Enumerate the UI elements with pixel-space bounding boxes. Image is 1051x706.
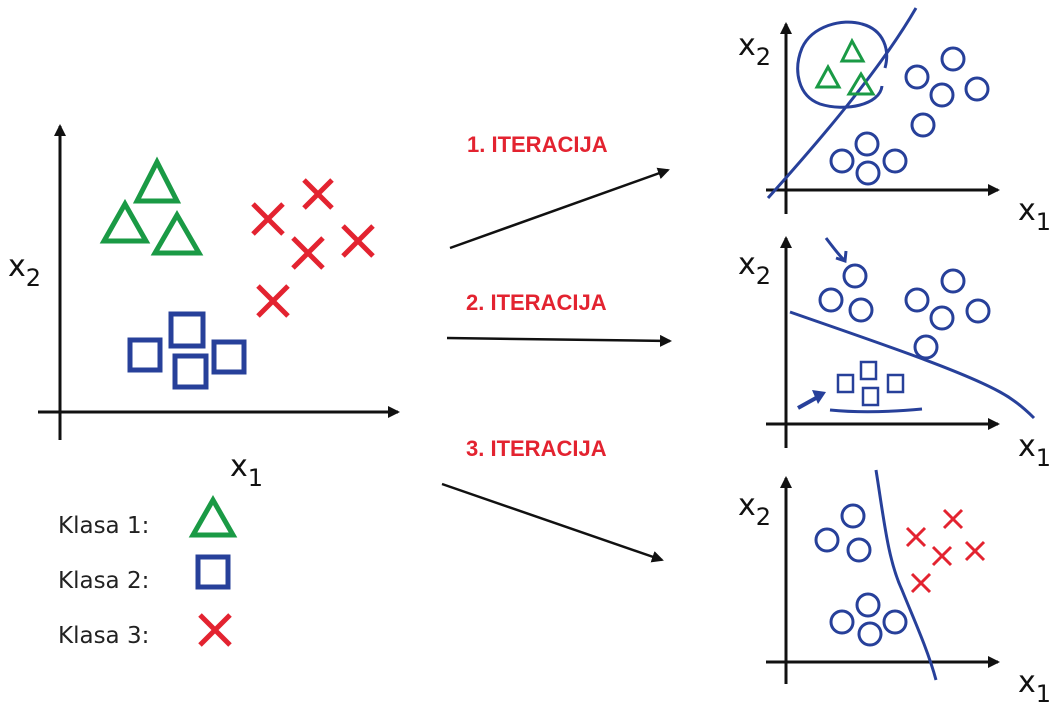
iter1-cluster-loop — [796, 20, 889, 109]
circle-icon — [855, 592, 881, 618]
iter2-pointer-arrow-icon — [824, 237, 848, 264]
circle-icon — [842, 263, 868, 289]
iteration-label-3: 3. ITERACIJA — [466, 436, 607, 461]
circle-icon — [929, 82, 955, 108]
triangle-icon — [846, 71, 876, 96]
circle-icon — [940, 46, 966, 72]
iter2-underline — [829, 407, 923, 414]
arrow-2 — [446, 334, 672, 347]
circle-icon — [964, 76, 990, 102]
main-y-label: x2 — [8, 249, 41, 292]
cross-icon — [341, 224, 375, 258]
circle-icon — [814, 527, 840, 553]
square-icon — [172, 353, 209, 390]
circle-icon — [840, 503, 866, 529]
legend: Klasa 1: Klasa 2: Klasa 3: — [58, 494, 238, 649]
main-plot: x2 x1 — [8, 124, 400, 492]
iter3-y-label: x2 — [738, 488, 771, 531]
square-icon — [127, 337, 163, 373]
square-icon — [836, 373, 855, 394]
iter2-y-label: x2 — [738, 247, 771, 290]
legend-label-2: Klasa 2: — [58, 568, 149, 594]
circle-icon — [910, 112, 936, 138]
circle-icon — [904, 287, 930, 313]
cross-icon — [905, 526, 927, 548]
circle-icon — [929, 305, 955, 331]
main-x-label: x1 — [230, 449, 263, 492]
square-icon — [861, 386, 880, 407]
cross-icon — [942, 508, 964, 530]
iter3-decision-boundary — [874, 469, 938, 681]
square-icon — [859, 360, 878, 381]
legend-label-1: Klasa 1: — [58, 513, 149, 539]
iteration-1-plot: x2 x1 — [738, 7, 1051, 236]
circle-icon — [913, 334, 939, 360]
circle-icon — [829, 609, 855, 635]
cross-icon — [910, 572, 932, 594]
triangle-icon — [814, 63, 842, 89]
square-icon — [211, 339, 247, 375]
iteration-3-plot: x2 x1 — [738, 469, 1051, 706]
circle-icon — [855, 160, 881, 186]
triangle-icon — [188, 494, 238, 538]
triangle-icon — [132, 156, 182, 204]
iteration-label-1: 1. ITERACIJA — [467, 132, 608, 157]
cross-icon — [251, 202, 285, 236]
circle-icon — [848, 297, 874, 323]
circle-icon — [882, 609, 908, 635]
cross-icon — [931, 545, 953, 567]
iter2-decision-boundary — [789, 310, 1036, 420]
square-icon — [886, 373, 905, 394]
iteration-label-2: 2. ITERACIJA — [466, 290, 607, 315]
cross-icon — [302, 178, 334, 210]
iter1-y-label: x2 — [738, 28, 771, 71]
iter1-decision-boundary — [766, 7, 918, 200]
circle-icon — [846, 537, 872, 563]
square-icon — [195, 554, 231, 590]
circle-icon — [829, 148, 855, 174]
circle-icon — [882, 148, 908, 174]
cross-icon — [256, 284, 290, 318]
iter1-x-label: x1 — [1018, 193, 1051, 236]
circle-icon — [904, 64, 930, 90]
circle-icon — [818, 287, 844, 313]
iter3-x-label: x1 — [1018, 665, 1051, 706]
cross-icon — [964, 540, 986, 562]
legend-label-3: Klasa 3: — [58, 623, 149, 649]
iter2-x-label: x1 — [1018, 429, 1051, 472]
iteration-2-plot: x2 x1 — [738, 236, 1051, 472]
triangle-icon — [150, 210, 204, 256]
cross-icon — [198, 613, 232, 647]
circle-icon — [940, 268, 966, 294]
triangle-icon — [99, 198, 151, 244]
circle-icon — [854, 131, 880, 157]
iteration-arrows: 1. ITERACIJA 2. ITERACIJA 3. ITERACIJA — [441, 132, 672, 563]
cross-icon — [291, 236, 325, 270]
arrow-3 — [441, 482, 664, 563]
arrow-1 — [449, 167, 670, 250]
iter2-arrow-head-icon — [797, 390, 826, 410]
circle-icon — [857, 621, 883, 647]
square-icon — [168, 311, 206, 349]
circle-icon — [965, 298, 991, 324]
triangle-icon — [839, 37, 866, 63]
